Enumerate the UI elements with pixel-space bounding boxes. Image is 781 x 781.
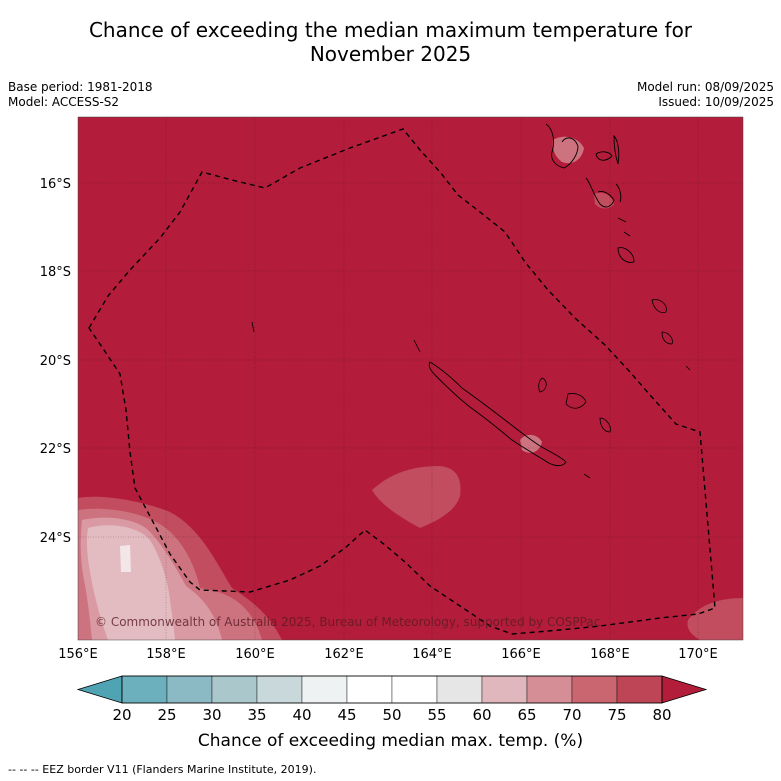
lon-label-160e: 160°E: [235, 647, 275, 662]
colorbar-segment: [346, 675, 393, 704]
lat-label-24s: 24°S: [40, 531, 71, 546]
lon-label-156e: 156°E: [58, 647, 98, 662]
colorbar-segment: [121, 675, 168, 704]
lat-label-20s: 20°S: [40, 354, 71, 369]
colorbar-segment: [481, 675, 528, 704]
contour-60: [86, 525, 175, 640]
colorbar-tick-label: 40: [292, 706, 311, 724]
colorbar-tick-label: 20: [112, 706, 131, 724]
colorbar-tick-label: 70: [562, 706, 581, 724]
colorbar-extend-high: [661, 675, 708, 704]
lat-label-18s: 18°S: [40, 265, 71, 280]
lat-label-16s: 16°S: [40, 177, 71, 192]
lon-labels: 156°E 158°E 160°E 162°E 164°E 166°E 168°…: [58, 647, 718, 662]
colorbar-label: Chance of exceeding median max. temp. (%…: [197, 731, 584, 751]
meta-left: Base period: 1981-2018 Model: ACCESS-S2: [8, 80, 153, 110]
small-islands: [251, 299, 691, 479]
colorbar: [76, 675, 708, 704]
new-caledonia-island: [428, 361, 567, 467]
lon-label-158e: 158°E: [146, 647, 186, 662]
lon-label-170e: 170°E: [678, 647, 718, 662]
colorbar-segment: [256, 675, 303, 704]
colorbar-segment: [211, 675, 258, 704]
colorbar-tick-label: 60: [472, 706, 491, 724]
meta-right: Model run: 08/09/2025 Issued: 10/09/2025: [637, 80, 774, 110]
colorbar-tick-label: 80: [652, 706, 671, 724]
copyright-text: © Commonwealth of Australia 2025, Bureau…: [95, 615, 600, 629]
colorbar-segment: [436, 675, 483, 704]
map-title: Chance of exceeding the median maximum t…: [0, 18, 781, 66]
colorbar-segment: [301, 675, 348, 704]
colorbar-tick-label: 25: [157, 706, 176, 724]
contour-central: [372, 466, 461, 528]
lon-label-166e: 166°E: [501, 647, 541, 662]
contour-55: [120, 545, 131, 572]
colorbar-segment: [526, 675, 573, 704]
model-run: Model run: 08/09/2025: [636, 80, 774, 94]
lat-label-22s: 22°S: [40, 442, 71, 457]
model-name: Model: ACCESS-S2: [8, 95, 120, 109]
colorbar-frame: [121, 675, 663, 704]
colorbar-extend-low: [76, 675, 123, 704]
title-line-2: November 2025: [309, 42, 472, 66]
map-frame: [77, 116, 744, 641]
vanuatu-islands: [545, 123, 635, 263]
colorbar-tick-label: 65: [517, 706, 536, 724]
colorbar-tick-label: 75: [607, 706, 626, 724]
eez-border: [88, 128, 716, 635]
lon-label-162e: 162°E: [324, 647, 364, 662]
colorbar-segment: [391, 675, 438, 704]
loyalty-islands: [538, 377, 611, 433]
colorbar-segment: [166, 675, 213, 704]
contour-vanuatu-2: [594, 192, 614, 209]
lon-label-168e: 168°E: [590, 647, 630, 662]
colorbar-tick-label: 35: [247, 706, 266, 724]
colorbar-tick-label: 50: [382, 706, 401, 724]
graticule: [78, 117, 743, 640]
title-line-1: Chance of exceeding the median maximum t…: [88, 18, 693, 42]
map-area: [78, 117, 743, 640]
colorbar-tick-label: 30: [202, 706, 221, 724]
contour-vanuatu-1: [552, 136, 584, 164]
lat-labels: 16°S 18°S 20°S 22°S 24°S: [40, 177, 71, 546]
colorbar-tick-label: 55: [427, 706, 446, 724]
contour-southeast: [687, 598, 743, 640]
lon-label-164e: 164°E: [412, 647, 452, 662]
base-period: Base period: 1981-2018: [8, 80, 153, 94]
colorbar-tick-label: 45: [337, 706, 356, 724]
eez-footnote: -- -- -- EEZ border V11 (Flanders Marine…: [8, 763, 317, 776]
colorbar-segment: [616, 675, 663, 704]
issued-date: Issued: 10/09/2025: [658, 95, 774, 109]
colorbar-ticks: 20 25 30 35 40 45 50 55 60 65 70 75 80: [112, 706, 671, 724]
colorbar-segment: [571, 675, 618, 704]
